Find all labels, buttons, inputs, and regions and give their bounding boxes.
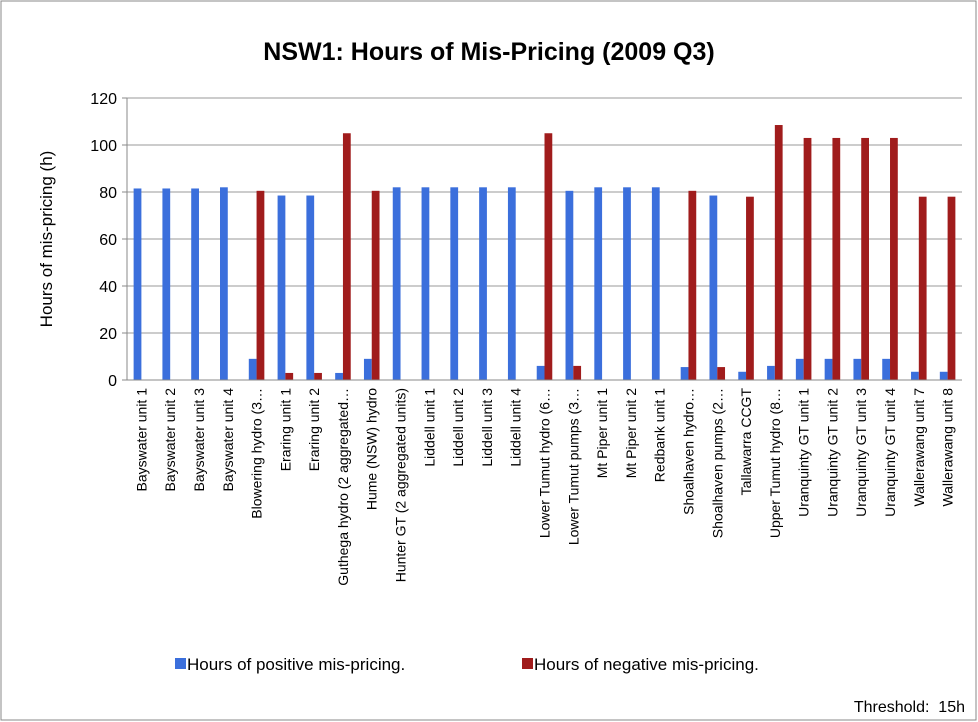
x-tick-label: Bayswater unit 1 [133, 388, 149, 492]
x-tick-label: Shoalhaven hydro… [680, 388, 696, 515]
legend-swatch [175, 658, 186, 669]
y-tick-label: 100 [90, 138, 117, 155]
bar [191, 188, 199, 380]
bar [220, 187, 228, 380]
bar [947, 196, 956, 380]
bar [371, 190, 380, 380]
bar [824, 358, 833, 380]
y-tick-label: 80 [99, 185, 117, 202]
x-tick-label: Mt Piper unit 1 [594, 388, 610, 478]
x-tick-label: Uranquinty GT unit 4 [882, 388, 898, 517]
x-tick-label: Wallerawang unit 8 [940, 388, 956, 507]
x-tick-label: Lower Tumut hydro (6… [537, 388, 553, 538]
x-tick-label: Liddell unit 3 [479, 388, 495, 467]
bar [767, 365, 775, 380]
x-tick-label: Uranquinty GT unit 1 [796, 388, 812, 517]
bar [803, 137, 812, 380]
x-tick-label: Liddell unit 2 [450, 388, 466, 467]
y-tick-label: 0 [108, 373, 117, 390]
bar [795, 358, 804, 380]
bar [248, 358, 257, 380]
x-tick-label: Hunter GT (2 aggregated units) [393, 388, 409, 582]
x-tick-label: Liddell unit 4 [508, 388, 524, 467]
bar [688, 190, 697, 380]
bar [421, 187, 430, 380]
bar [774, 125, 783, 381]
x-tick-label: Tallawarra CCGT [738, 388, 754, 496]
bar [651, 187, 660, 380]
bar [882, 358, 891, 380]
bar [623, 187, 631, 380]
x-tick-label: Shoalhaven pumps (2… [709, 388, 725, 538]
legend-label: Hours of negative mis-pricing. [534, 655, 759, 674]
y-tick-label: 40 [99, 279, 117, 296]
bar [861, 137, 869, 380]
bar [507, 187, 516, 380]
bar [832, 137, 841, 380]
bar [565, 190, 574, 380]
legend-swatch [522, 658, 533, 669]
bar [717, 367, 726, 380]
y-tick-label: 120 [90, 91, 117, 108]
y-axis-label: Hours of mis-pricing (h) [37, 151, 56, 328]
bar [306, 195, 315, 380]
bar [314, 372, 322, 380]
x-tick-label: Blowering hydro (3… [249, 388, 265, 519]
x-tick-label: Eraring unit 1 [277, 388, 293, 471]
x-tick-label: Upper Tumut hydro (8… [767, 388, 783, 538]
bar [853, 358, 862, 380]
bar [335, 372, 343, 380]
x-tick-label: Eraring unit 2 [306, 388, 322, 471]
x-tick-label: Bayswater unit 4 [220, 388, 236, 492]
bar [277, 195, 286, 380]
x-tick-label: Guthega hydro (2 aggregated… [335, 388, 351, 586]
bar [285, 372, 294, 380]
x-tick-label: Uranquinty GT unit 2 [824, 388, 840, 517]
bar [746, 196, 754, 380]
bar [342, 133, 351, 380]
x-tick-label: Bayswater unit 2 [162, 388, 178, 492]
bar [738, 371, 747, 380]
bar [709, 195, 718, 380]
x-tick-label: Liddell unit 1 [421, 388, 437, 467]
x-tick-label: Uranquinty GT unit 3 [853, 388, 869, 517]
bar [450, 187, 459, 380]
bar [392, 187, 401, 380]
bar [890, 137, 898, 380]
bar [162, 188, 171, 380]
bar [256, 190, 265, 380]
bar [594, 187, 603, 380]
chart-title: NSW1: Hours of Mis-Pricing (2009 Q3) [263, 38, 714, 66]
bar [536, 365, 545, 380]
annotation: Threshold: 15h [854, 699, 965, 716]
legend-label: Hours of positive mis-pricing. [187, 655, 405, 674]
x-tick-label: Bayswater unit 3 [191, 388, 207, 492]
bar [133, 188, 142, 380]
bar [573, 365, 582, 380]
bar [918, 196, 927, 380]
bar [911, 371, 919, 380]
x-tick-label: Hume (NSW) hydro [364, 388, 380, 510]
x-tick-label: Lower Tumut pumps (3… [565, 388, 581, 545]
x-tick-label: Redbank unit 1 [652, 388, 668, 482]
bar [680, 367, 689, 380]
bar [939, 371, 948, 380]
x-tick-label: Mt Piper unit 2 [623, 388, 639, 478]
bar [363, 358, 372, 380]
y-tick-label: 20 [99, 326, 117, 343]
bar [479, 187, 487, 380]
y-tick-label: 60 [99, 232, 117, 249]
bar [544, 133, 553, 380]
x-tick-label: Wallerawang unit 7 [911, 388, 927, 507]
